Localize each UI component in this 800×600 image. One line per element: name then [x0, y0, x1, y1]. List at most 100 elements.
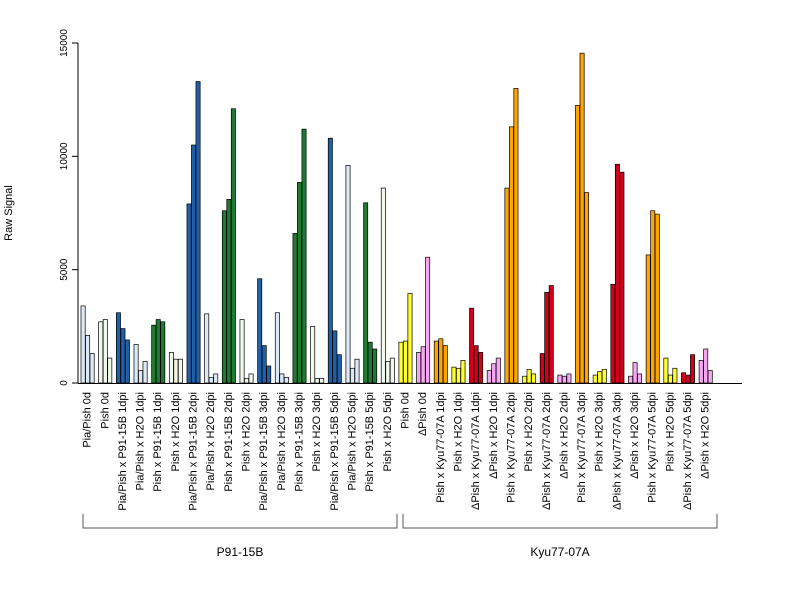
bar [279, 373, 285, 384]
x-tick-label: ΔPish x Kyu77-07A 5dpi [682, 392, 694, 510]
bar [168, 352, 174, 384]
bar [416, 352, 422, 384]
x-tick-label: Pia/Pish x P91-15B 2dpi [188, 392, 200, 511]
bar [398, 341, 404, 384]
bar [407, 293, 413, 384]
bar [363, 202, 369, 384]
bar [354, 358, 360, 384]
x-tick-label: Pish x H2O 1dpi [170, 392, 182, 471]
bar [380, 187, 386, 384]
bar [142, 361, 148, 384]
y-tick-label: 15000 [59, 29, 70, 57]
group-bracket [82, 514, 398, 529]
bar [561, 375, 567, 384]
bar [314, 378, 320, 384]
x-tick-label: Pia/Pish x P91-15B 5dpi [329, 392, 341, 511]
bar [336, 354, 342, 384]
bar [433, 340, 439, 384]
x-tick-label: Pish x Kyu77-07A 2dpi [505, 392, 517, 503]
bar [495, 357, 501, 384]
bar [80, 305, 86, 384]
bar [155, 319, 161, 384]
bar [707, 370, 713, 384]
y-tick-label: 5000 [59, 258, 70, 281]
x-tick-label: Pish x H2O 3dpi [311, 392, 323, 471]
bar [508, 126, 514, 384]
bar [469, 307, 475, 384]
bar [350, 367, 355, 384]
bar [548, 285, 554, 384]
bar [248, 373, 254, 384]
x-tick-label: Pish x H2O 1dpi [452, 392, 464, 471]
bar [319, 378, 325, 384]
bar [261, 345, 267, 384]
bar [89, 353, 95, 384]
x-tick-label: Pish x P91-15B 5dpi [364, 392, 376, 492]
bar [579, 52, 585, 384]
bar [685, 374, 691, 384]
bar [204, 313, 210, 384]
bar [592, 374, 598, 384]
bar [460, 359, 466, 384]
x-tick-label: Pia/Pish x H2O 5dpi [347, 392, 359, 490]
bar [522, 375, 528, 384]
bar [151, 324, 157, 384]
bar [504, 187, 510, 384]
bar [208, 376, 214, 384]
bar [221, 210, 227, 384]
x-tick-label: ΔPish 0d [417, 392, 429, 436]
bar [420, 346, 426, 384]
y-axis: 0 5000 10000 15000 [59, 29, 79, 386]
bar [575, 104, 581, 384]
bar [478, 352, 484, 384]
x-tick-label: Pish 0d [99, 392, 111, 429]
bar [85, 335, 91, 384]
bar [372, 348, 378, 384]
x-tick-labels: Pia/Pish 0d Pish 0d Pia/Pish x P91-15B 1dp… [82, 392, 712, 511]
x-tick-label: Pish x Kyu77-07A 1dpi [435, 392, 447, 503]
bar [292, 233, 298, 384]
bar [681, 372, 686, 384]
x-tick-label: Pish x P91-15B 1dpi [152, 392, 164, 492]
bar [297, 182, 302, 384]
bar [645, 254, 651, 384]
bar [226, 199, 232, 384]
bar [473, 345, 479, 384]
bar [102, 319, 108, 384]
x-tick-label: Pish x H2O 5dpi [664, 392, 676, 471]
x-tick-label: Pia/Pish x H2O 3dpi [276, 392, 288, 490]
bar [332, 330, 338, 384]
bar [531, 373, 537, 384]
group-brackets: P91-15B Kyu77-07A [82, 514, 718, 559]
x-tick-label: Pia/Pish 0d [82, 392, 94, 448]
bars [80, 52, 713, 384]
x-tick-label: ΔPish x Kyu77-07A 1dpi [470, 392, 482, 510]
x-tick-label: ΔPish x H2O 2dpi [558, 392, 570, 479]
bar [191, 144, 197, 384]
x-tick-label: Pish x Kyu77-07A 5dpi [647, 392, 659, 503]
bar [628, 375, 634, 384]
x-tick-label: Pia/Pish x H2O 2dpi [205, 392, 217, 490]
bar [327, 137, 333, 384]
bar [98, 321, 104, 384]
bar [120, 328, 126, 384]
bar [619, 171, 625, 384]
bar [491, 363, 497, 384]
bar [539, 353, 545, 384]
x-tick-label: ΔPish x H2O 3dpi [629, 392, 641, 479]
group-bracket [402, 514, 718, 529]
group-label: Kyu77-07A [530, 545, 589, 559]
bar [107, 357, 113, 384]
bar [385, 361, 391, 384]
bar [663, 357, 669, 384]
bar [667, 374, 673, 384]
y-tick-label: 0 [59, 380, 70, 386]
x-tick-label: Pish x P91-15B 3dpi [294, 392, 306, 492]
bar [703, 348, 709, 384]
bar [654, 213, 660, 384]
x-tick-label: ΔPish x H2O 5dpi [700, 392, 712, 479]
bar [133, 344, 139, 384]
bar [274, 312, 280, 384]
bar [513, 87, 519, 384]
x-tick-label: Pia/Pish x H2O 1dpi [135, 392, 147, 490]
